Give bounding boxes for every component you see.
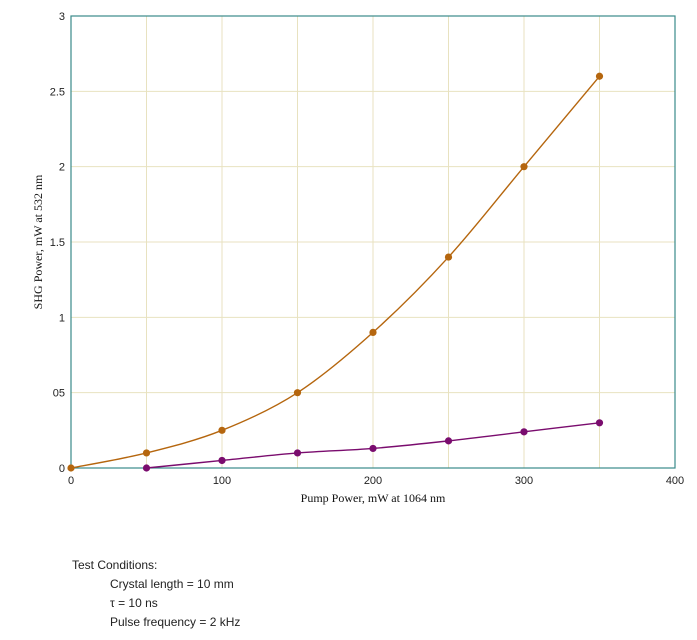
data-point — [369, 444, 377, 453]
y-tick-label: 0 — [59, 463, 65, 475]
x-axis-ticks: 0 100 200 300 400 — [68, 475, 684, 487]
data-point — [218, 426, 226, 434]
data-point — [520, 163, 528, 171]
y-tick-label: 2 — [59, 162, 65, 174]
grid-lines — [71, 16, 675, 468]
series-layer — [67, 72, 604, 472]
data-point — [369, 328, 377, 336]
plot-frame — [70, 15, 676, 469]
test-conditions-heading: Test Conditions: — [72, 558, 158, 572]
test-conditions: Test Conditions: Crystal length = 10 mm … — [72, 556, 240, 632]
y-tick-label: 1 — [59, 312, 65, 324]
data-point — [142, 449, 151, 457]
data-point — [595, 72, 604, 80]
y-tick-label: 05 — [53, 388, 65, 400]
data-point — [142, 464, 151, 472]
y-axis-label: SHG Power, mW at 532 nm — [31, 174, 45, 309]
test-condition-pulse-frequency: Pulse frequency = 2 kHz — [110, 615, 241, 629]
data-point — [293, 449, 302, 457]
chart: 0 100 200 300 400 0 05 1 1.5 2 2.5 3 Pump Power, m… — [31, 11, 684, 505]
x-tick-label: 100 — [213, 475, 231, 487]
series-1 — [67, 72, 604, 472]
data-point — [444, 437, 453, 445]
series-2 — [142, 419, 604, 472]
data-point — [520, 428, 528, 436]
x-tick-label: 200 — [364, 475, 382, 487]
data-point — [67, 464, 75, 472]
test-condition-crystal-length: Crystal length = 10 mm — [110, 577, 234, 591]
x-tick-label: 0 — [68, 475, 74, 487]
x-axis-label: Pump Power, mW at 1064 nm — [301, 491, 446, 505]
y-axis-ticks: 0 05 1 1.5 2 2.5 3 — [50, 11, 65, 475]
data-point — [444, 253, 453, 261]
y-tick-label: 1.5 — [50, 237, 65, 249]
y-tick-label: 2.5 — [50, 86, 65, 98]
data-point — [218, 456, 226, 465]
x-tick-label: 300 — [515, 475, 533, 487]
test-condition-pulse-width: τ = 10 ns — [110, 596, 158, 610]
x-tick-label: 400 — [666, 475, 684, 487]
data-point — [293, 389, 302, 397]
data-point — [595, 419, 604, 427]
y-tick-label: 3 — [59, 11, 65, 23]
series-line — [70, 75, 601, 469]
